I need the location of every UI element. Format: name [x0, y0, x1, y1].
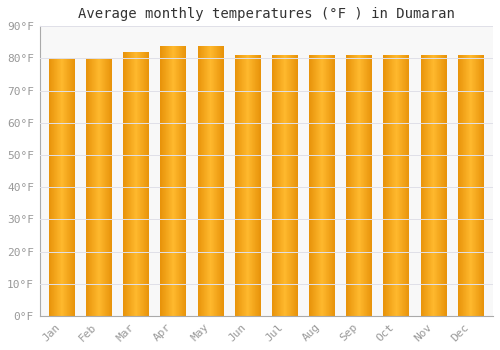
Title: Average monthly temperatures (°F ) in Dumaran: Average monthly temperatures (°F ) in Du…	[78, 7, 454, 21]
